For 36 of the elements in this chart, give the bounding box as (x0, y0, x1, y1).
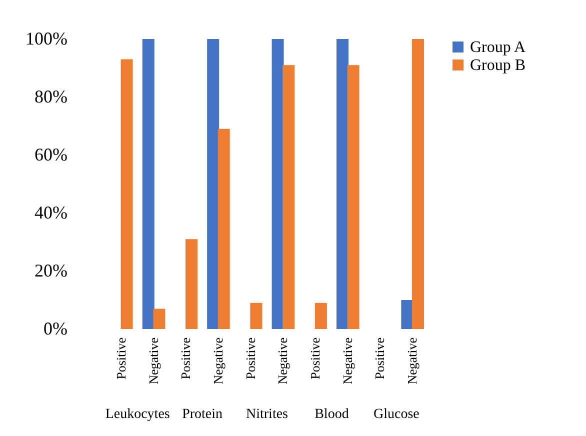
bar (186, 239, 198, 329)
x-tick-label: Negative (210, 337, 226, 384)
bar (412, 39, 424, 329)
bar (153, 308, 166, 329)
x-tick-label: Positive (178, 337, 194, 380)
text: Nitrites (246, 407, 288, 422)
x-tick-label: Negative (404, 337, 420, 384)
y-tick-label: 40% (34, 202, 68, 222)
bar (347, 65, 360, 329)
bar (282, 65, 295, 329)
bar (207, 39, 220, 329)
legend-label: Group B (470, 57, 526, 74)
text: Blood (314, 407, 349, 422)
x-tick-label: Positive (113, 337, 128, 380)
bar (401, 300, 414, 329)
y-tick-label: 80% (34, 86, 68, 106)
bar (120, 59, 133, 329)
y-tick-label: 100% (26, 28, 68, 48)
x-tick-label: Negative (275, 337, 290, 384)
x-tick-label: Negative (340, 337, 355, 384)
y-tick-label: 60% (34, 144, 68, 164)
y-tick-label: 0% (44, 318, 68, 338)
bar (250, 302, 262, 329)
text: Protein (182, 407, 223, 422)
bar (218, 128, 230, 329)
y-tick-label: 20% (34, 260, 68, 280)
x-tick-label: Positive (372, 337, 388, 380)
legend-label: Group A (470, 39, 526, 56)
x-tick-label: Negative (146, 337, 161, 384)
text: Glucose (373, 407, 420, 422)
text: Leukocytes (105, 407, 170, 422)
bar (336, 39, 348, 329)
bar (314, 302, 327, 329)
x-tick-label: Positive (308, 337, 323, 380)
x-tick-label: Positive (242, 337, 258, 380)
bar (142, 39, 154, 329)
